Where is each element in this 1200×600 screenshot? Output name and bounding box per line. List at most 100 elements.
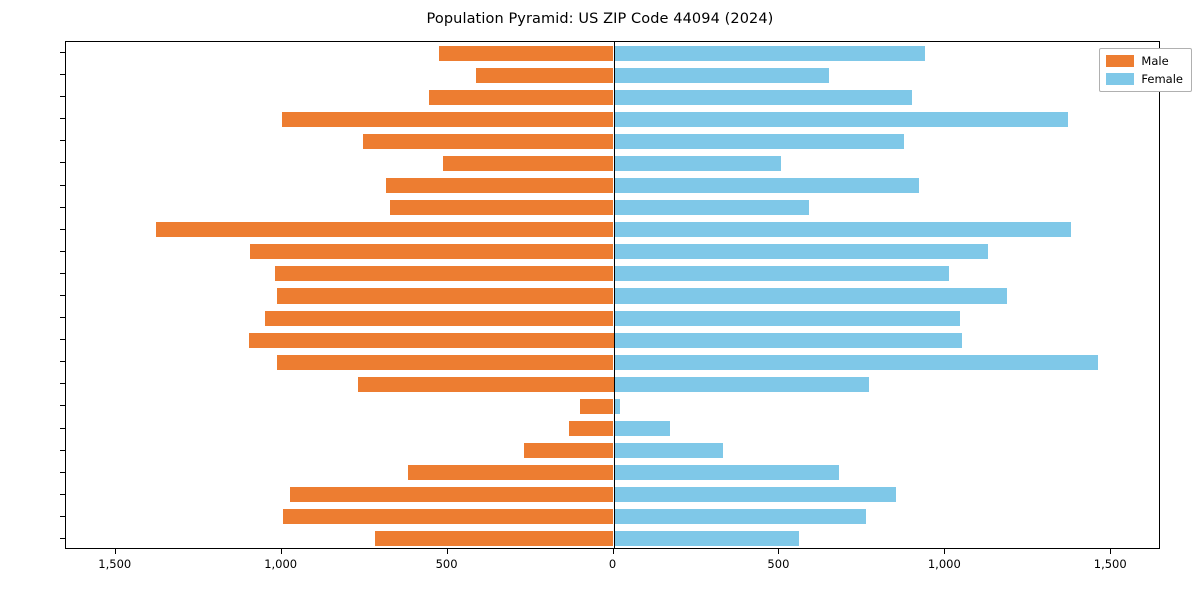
male-bar[interactable] bbox=[568, 421, 614, 437]
bar-row bbox=[66, 200, 1159, 216]
male-bar[interactable] bbox=[362, 133, 614, 149]
male-bar[interactable] bbox=[289, 487, 614, 503]
bars-layer bbox=[66, 42, 1159, 548]
female-bar[interactable] bbox=[613, 332, 962, 348]
male-bar[interactable] bbox=[358, 376, 614, 392]
female-bar[interactable] bbox=[613, 421, 670, 437]
male-bar[interactable] bbox=[580, 398, 614, 414]
male-bar[interactable] bbox=[439, 45, 614, 61]
female-bar[interactable] bbox=[613, 155, 782, 171]
x-axis-tick-label: 1,500 bbox=[98, 557, 132, 571]
male-bar[interactable] bbox=[155, 222, 614, 238]
bar-row bbox=[66, 310, 1159, 326]
male-bar[interactable] bbox=[475, 67, 614, 83]
bar-row bbox=[66, 244, 1159, 260]
female-bar[interactable] bbox=[613, 398, 621, 414]
x-axis-tick-mark bbox=[944, 549, 946, 554]
legend-color-swatch bbox=[1106, 55, 1135, 67]
x-axis-tick-mark bbox=[446, 549, 448, 554]
y-axis-tick-mark bbox=[60, 250, 65, 252]
male-bar[interactable] bbox=[276, 354, 614, 370]
female-bar[interactable] bbox=[613, 222, 1072, 238]
bar-row bbox=[66, 487, 1159, 503]
female-bar[interactable] bbox=[613, 443, 723, 459]
y-axis-tick-mark bbox=[60, 162, 65, 164]
bar-row bbox=[66, 421, 1159, 437]
female-bar[interactable] bbox=[613, 354, 1098, 370]
legend-label: Female bbox=[1141, 72, 1183, 86]
bar-row bbox=[66, 155, 1159, 171]
plot-area bbox=[65, 41, 1160, 549]
male-bar[interactable] bbox=[283, 509, 614, 525]
y-axis-tick-mark bbox=[60, 118, 65, 120]
male-bar[interactable] bbox=[523, 443, 614, 459]
female-bar[interactable] bbox=[613, 266, 949, 282]
bar-row bbox=[66, 376, 1159, 392]
female-bar[interactable] bbox=[613, 45, 926, 61]
female-bar[interactable] bbox=[613, 133, 904, 149]
x-axis-tick-label: 1,500 bbox=[1093, 557, 1127, 571]
y-axis-tick-mark bbox=[60, 339, 65, 341]
chart-legend: Male Female bbox=[1099, 48, 1192, 92]
bar-row bbox=[66, 45, 1159, 61]
y-axis-tick-mark bbox=[60, 74, 65, 76]
female-bar[interactable] bbox=[613, 244, 989, 260]
male-bar[interactable] bbox=[276, 288, 614, 304]
bar-row bbox=[66, 67, 1159, 83]
y-axis-tick-mark bbox=[60, 405, 65, 407]
female-bar[interactable] bbox=[613, 310, 961, 326]
y-axis-tick-mark bbox=[60, 206, 65, 208]
male-bar[interactable] bbox=[275, 266, 614, 282]
chart-title: Population Pyramid: US ZIP Code 44094 (2… bbox=[426, 11, 774, 27]
x-axis-tick-mark bbox=[280, 549, 282, 554]
male-bar[interactable] bbox=[407, 465, 614, 481]
female-bar[interactable] bbox=[613, 487, 896, 503]
male-bar[interactable] bbox=[389, 200, 614, 216]
male-bar[interactable] bbox=[374, 531, 614, 547]
y-axis-tick-mark bbox=[60, 140, 65, 142]
y-axis-tick-mark bbox=[60, 537, 65, 539]
bar-row bbox=[66, 288, 1159, 304]
female-bar[interactable] bbox=[613, 89, 913, 105]
female-bar[interactable] bbox=[613, 111, 1069, 127]
bar-row bbox=[66, 509, 1159, 525]
y-axis-tick-mark bbox=[60, 449, 65, 451]
female-bar[interactable] bbox=[613, 465, 840, 481]
y-axis-tick-mark bbox=[60, 272, 65, 274]
male-bar[interactable] bbox=[250, 244, 614, 260]
y-axis-tick-mark bbox=[60, 361, 65, 363]
bar-row bbox=[66, 89, 1159, 105]
female-bar[interactable] bbox=[613, 67, 830, 83]
bar-row bbox=[66, 465, 1159, 481]
legend-color-swatch bbox=[1106, 73, 1135, 85]
bar-row bbox=[66, 354, 1159, 370]
y-axis-tick-mark bbox=[60, 493, 65, 495]
male-bar[interactable] bbox=[429, 89, 614, 105]
female-bar[interactable] bbox=[613, 376, 869, 392]
female-bar[interactable] bbox=[613, 200, 810, 216]
male-bar[interactable] bbox=[386, 178, 614, 194]
y-axis-tick-mark bbox=[60, 96, 65, 98]
x-axis-tick-mark bbox=[612, 549, 614, 554]
bar-row bbox=[66, 398, 1159, 414]
bar-row bbox=[66, 443, 1159, 459]
legend-entry[interactable]: Male bbox=[1106, 54, 1183, 68]
female-bar[interactable] bbox=[613, 509, 866, 525]
bar-row bbox=[66, 332, 1159, 348]
y-axis-tick-mark bbox=[60, 295, 65, 296]
x-axis-tick-label: 1,000 bbox=[927, 557, 961, 571]
female-bar[interactable] bbox=[613, 178, 919, 194]
x-axis-tick-label: 1,000 bbox=[264, 557, 298, 571]
male-bar[interactable] bbox=[281, 111, 614, 127]
female-bar[interactable] bbox=[613, 531, 800, 547]
male-bar[interactable] bbox=[442, 155, 614, 171]
male-bar[interactable] bbox=[248, 332, 614, 348]
y-axis-tick-mark bbox=[60, 52, 65, 54]
female-bar[interactable] bbox=[613, 288, 1007, 304]
y-axis-tick-mark bbox=[60, 383, 65, 385]
zero-axis-line bbox=[613, 42, 615, 548]
male-bar[interactable] bbox=[265, 310, 614, 326]
y-axis-tick-mark bbox=[60, 317, 65, 319]
legend-entry[interactable]: Female bbox=[1106, 72, 1183, 86]
